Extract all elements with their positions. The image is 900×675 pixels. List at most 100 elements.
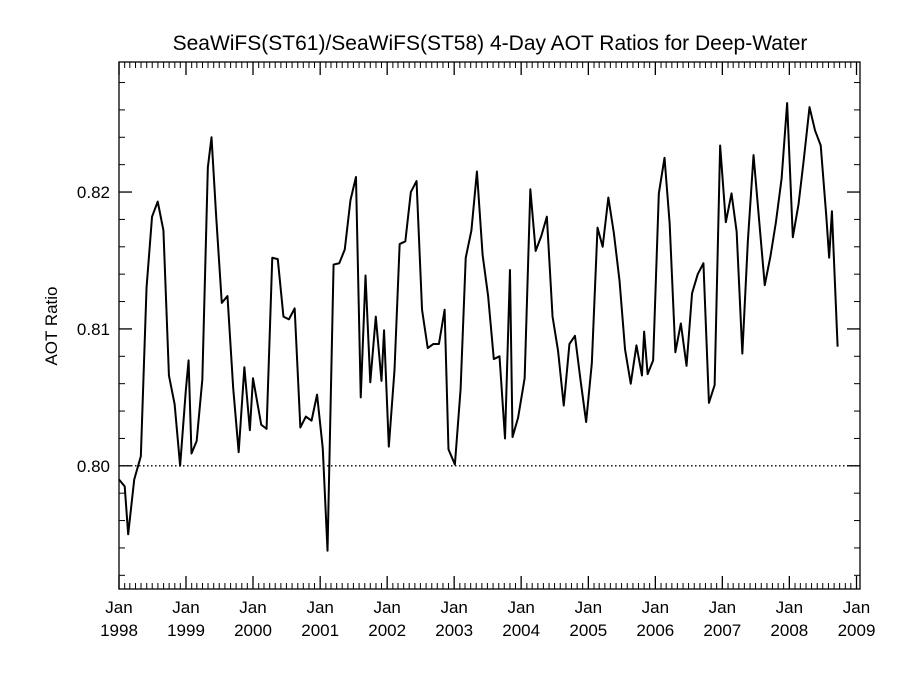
data-point	[349, 199, 351, 201]
data-point	[133, 478, 135, 480]
data-point	[764, 284, 766, 286]
data-point	[753, 154, 755, 156]
data-point	[179, 465, 181, 467]
data-point	[535, 250, 537, 252]
data-point	[383, 329, 385, 331]
data-point	[447, 448, 449, 450]
x-tick-label-month: Jan	[575, 598, 602, 617]
y-axis-label: AOT Ratio	[42, 286, 61, 365]
data-point	[327, 550, 329, 552]
data-point	[580, 380, 582, 382]
x-tick-label-month: Jan	[373, 598, 400, 617]
data-point	[311, 420, 313, 422]
x-tick-label-year: 2007	[703, 621, 741, 640]
data-point	[574, 335, 576, 337]
x-tick-label-year: 2001	[301, 621, 339, 640]
data-point	[512, 436, 514, 438]
tick-labels: 0.80 0.81 0.82 Jan 1998 Jan 1999 Jan 2000 Jan 2001…	[77, 183, 876, 640]
data-point	[546, 216, 548, 218]
data-point	[635, 344, 637, 346]
data-point	[482, 254, 484, 256]
data-point	[305, 416, 307, 418]
data-point	[282, 316, 284, 318]
data-point	[524, 377, 526, 379]
x-tick-label-month: Jan	[105, 598, 132, 617]
data-point	[151, 216, 153, 218]
data-point	[563, 405, 565, 407]
series-line-aot-ratio	[118, 102, 839, 552]
data-point	[375, 316, 377, 318]
x-tick-label-month: Jan	[709, 598, 736, 617]
x-tick-label-month: Jan	[239, 598, 266, 617]
data-point	[249, 429, 251, 431]
data-point	[394, 369, 396, 371]
data-point	[680, 322, 682, 324]
data-point	[509, 269, 511, 271]
data-point	[597, 227, 599, 229]
data-point	[243, 366, 245, 368]
data-point	[369, 381, 371, 383]
data-point	[741, 353, 743, 355]
tick-marks	[118, 62, 860, 589]
data-point	[658, 192, 660, 194]
data-point	[828, 257, 830, 259]
chart-title: SeaWiFS(ST61)/SeaWiFS(ST58) 4-Day AOT Ra…	[173, 32, 808, 55]
data-point	[124, 485, 126, 487]
data-point	[602, 246, 604, 248]
data-point	[607, 197, 609, 199]
data-point	[294, 307, 296, 309]
data-point	[697, 273, 699, 275]
x-tick-label-month: Jan	[507, 598, 534, 617]
data-point	[529, 188, 531, 190]
data-point	[619, 280, 621, 282]
data-point	[837, 346, 839, 348]
data-point	[333, 264, 335, 266]
data-point	[487, 295, 489, 297]
data-point	[517, 417, 519, 419]
x-tick-label-year: 2008	[770, 621, 808, 640]
x-tick-label-month: Jan	[843, 598, 870, 617]
x-tick-label-year: 2003	[435, 621, 473, 640]
data-point	[809, 106, 811, 108]
data-point	[416, 180, 418, 182]
data-point	[769, 255, 771, 257]
data-point	[427, 347, 429, 349]
data-point	[344, 249, 346, 251]
data-point	[146, 287, 148, 289]
data-point	[736, 231, 738, 233]
data-point	[691, 292, 693, 294]
data-point	[708, 402, 710, 404]
data-point	[277, 258, 279, 260]
data-point	[322, 447, 324, 449]
data-point	[504, 437, 506, 439]
plot-frame	[118, 61, 861, 590]
data-point	[196, 440, 198, 442]
data-point	[557, 350, 559, 352]
data-point	[499, 355, 501, 357]
data-point	[174, 403, 176, 405]
x-tick-label-month: Jan	[172, 598, 199, 617]
y-tick-label: 0.80	[77, 457, 110, 476]
data-point	[465, 257, 467, 259]
data-point	[781, 177, 783, 179]
data-point	[725, 221, 727, 223]
x-tick-label-month: Jan	[440, 598, 467, 617]
data-point	[215, 217, 217, 219]
data-point	[252, 377, 254, 379]
data-point	[652, 359, 654, 361]
data-point	[360, 396, 362, 398]
data-point	[820, 144, 822, 146]
data-point	[775, 221, 777, 223]
data-point	[714, 384, 716, 386]
y-tick-label: 0.82	[77, 183, 110, 202]
data-point	[380, 380, 382, 382]
data-point	[365, 275, 367, 277]
data-point	[674, 351, 676, 353]
x-tick-label-month: Jan	[776, 598, 803, 617]
data-point	[591, 362, 593, 364]
data-point	[647, 373, 649, 375]
data-point	[719, 144, 721, 146]
data-point	[399, 243, 401, 245]
data-point	[140, 455, 142, 457]
